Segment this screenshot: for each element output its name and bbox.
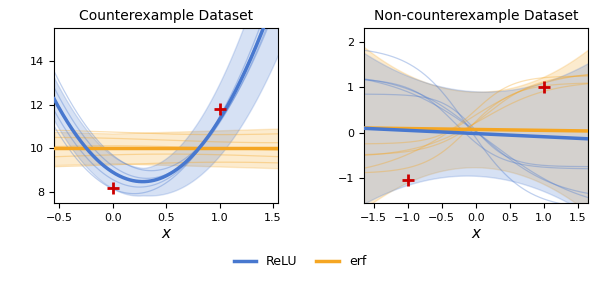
Title: Counterexample Dataset: Counterexample Dataset <box>79 9 253 23</box>
X-axis label: x: x <box>161 226 170 241</box>
Legend: ReLU, erf: ReLU, erf <box>229 250 371 273</box>
Title: Non-counterexample Dataset: Non-counterexample Dataset <box>374 9 578 23</box>
X-axis label: x: x <box>472 226 481 241</box>
